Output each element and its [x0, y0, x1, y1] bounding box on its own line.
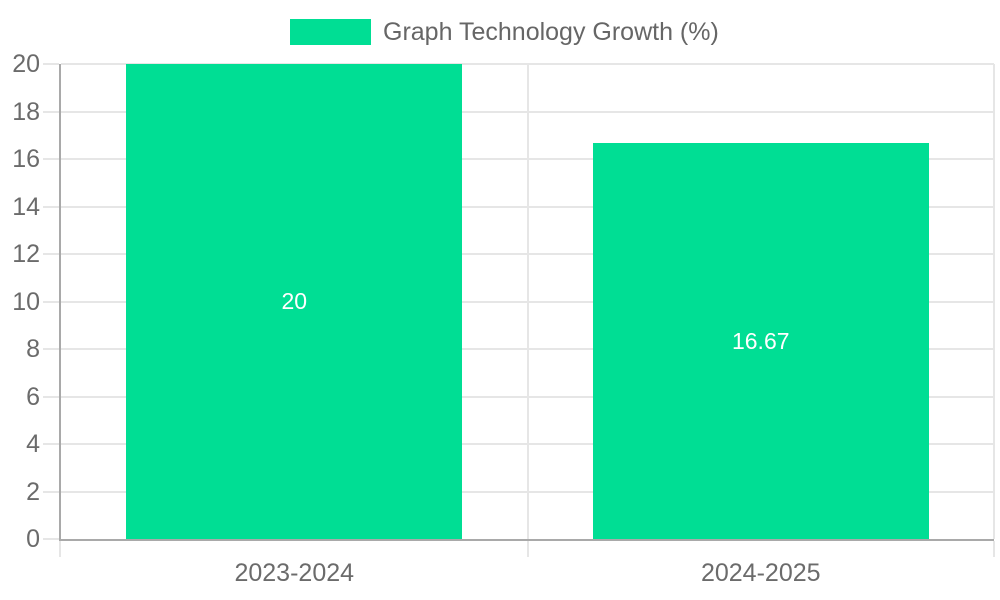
- y-tick-mark: [43, 63, 59, 65]
- x-category-label: 2023-2024: [234, 559, 355, 587]
- y-tick-label: 2: [26, 477, 40, 506]
- legend[interactable]: Graph Technology Growth (%): [290, 19, 719, 45]
- y-tick-mark: [43, 205, 59, 208]
- x-tick-mark: [59, 541, 61, 557]
- bar-value-label: 16.67: [731, 327, 790, 354]
- y-tick-mark: [43, 300, 59, 303]
- y-tick-mark: [43, 158, 59, 160]
- y-tick-mark: [43, 490, 59, 493]
- y-tick-mark: [43, 348, 59, 350]
- y-tick-label: 8: [26, 335, 40, 363]
- y-tick-mark: [43, 253, 59, 255]
- x-gridline: [993, 64, 995, 539]
- y-tick-label: 20: [12, 50, 40, 78]
- y-tick-label: 14: [12, 192, 40, 221]
- plot-area: 20 16.67: [59, 63, 995, 541]
- y-tick-label: 4: [26, 430, 40, 458]
- y-tick-mark: [43, 110, 59, 113]
- y-tick-mark: [43, 538, 59, 540]
- x-category-label: 2024-2025: [700, 559, 821, 587]
- y-tick-mark: [43, 443, 59, 445]
- y-tick-label: 6: [26, 382, 40, 411]
- bar-value-label: 20: [281, 288, 308, 314]
- legend-label: Graph Technology Growth (%): [383, 18, 719, 46]
- x-tick-mark: [993, 541, 995, 557]
- y-tick-label: 10: [12, 287, 40, 316]
- bar[interactable]: 16.67: [592, 143, 929, 539]
- y-tick-mark: [43, 395, 59, 398]
- x-gridline: [527, 64, 529, 539]
- y-tick-label: 0: [26, 525, 40, 553]
- y-tick-label: 16: [12, 145, 40, 173]
- bar[interactable]: 20: [126, 64, 463, 539]
- x-tick-mark: [527, 541, 529, 557]
- y-tick-label: 12: [12, 240, 40, 268]
- legend-swatch-icon: [290, 19, 371, 45]
- y-tick-label: 18: [12, 97, 40, 126]
